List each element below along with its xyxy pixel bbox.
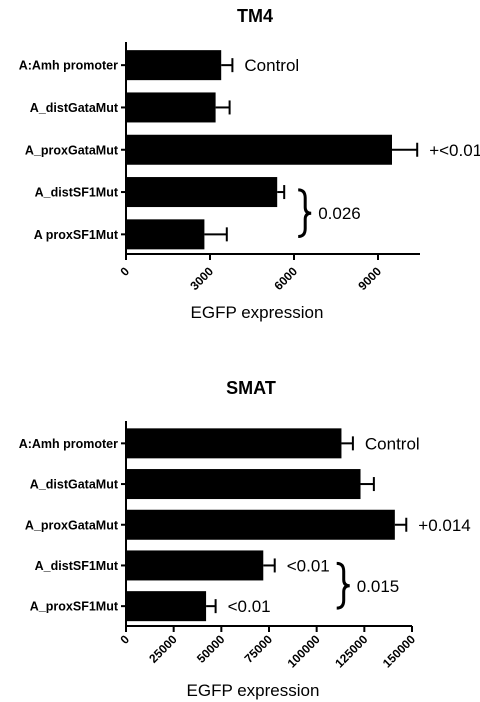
- x-tick-label: 9000: [355, 264, 384, 293]
- category-label: A_distGataMut: [30, 478, 119, 492]
- x-tick-label: 0: [117, 632, 132, 647]
- category-label: A proxSF1Mut: [34, 228, 119, 242]
- category-label: A_distSF1Mut: [35, 186, 119, 200]
- bracket-brace: [336, 561, 350, 610]
- category-label: A_proxGataMut: [25, 143, 119, 157]
- bracket-label: 0.015: [357, 577, 400, 596]
- bar: [126, 469, 361, 500]
- bar: [126, 50, 222, 81]
- x-tick-label: 25000: [146, 632, 180, 666]
- bar: [126, 177, 278, 208]
- bar: [126, 509, 395, 540]
- category-label: A:Amh promoter: [19, 437, 118, 451]
- bracket-label: 0.026: [318, 204, 361, 223]
- bar: [126, 134, 392, 165]
- x-axis-label: EGFP expression: [191, 303, 324, 322]
- significance-annotation: Control: [365, 434, 420, 453]
- smat-chart: SMAT A:Amh promoter A_distGataMut A_proxGat…: [19, 378, 471, 700]
- significance-annotation: <0.01: [287, 556, 330, 575]
- x-tick-label: 6000: [271, 264, 300, 293]
- bar: [126, 591, 207, 622]
- x-tick-label: 50000: [194, 632, 228, 666]
- significance-annotation: Control: [244, 56, 299, 75]
- x-tick-label: 150000: [380, 632, 418, 670]
- bar: [126, 550, 264, 581]
- significance-annotation: +0.014: [418, 516, 470, 535]
- category-label: A_distGataMut: [30, 101, 119, 115]
- tm4-chart: TM4 A:Amh promoter A_distGataMut A_proxGata…: [19, 6, 480, 322]
- x-tick-label: 75000: [242, 632, 276, 666]
- bar: [126, 92, 216, 123]
- bar: [126, 219, 205, 250]
- x-tick-label: 0: [117, 264, 132, 279]
- category-label: A:Amh promoter: [19, 59, 118, 73]
- x-tick-label: 125000: [332, 632, 370, 670]
- category-label: A_proxGataMut: [25, 518, 119, 532]
- significance-annotation: <0.01: [228, 597, 271, 616]
- x-axis-label: EGFP expression: [187, 681, 320, 700]
- category-label: A_distSF1Mut: [35, 559, 119, 573]
- chart-title: SMAT: [226, 378, 276, 398]
- x-tick-label: 3000: [187, 264, 216, 293]
- significance-annotation: +<0.01: [429, 141, 480, 160]
- chart-title: TM4: [237, 6, 273, 26]
- bar: [126, 428, 342, 459]
- x-tick-label: 100000: [285, 632, 323, 670]
- bracket-brace: [298, 188, 312, 238]
- category-label: A_proxSF1Mut: [30, 600, 119, 614]
